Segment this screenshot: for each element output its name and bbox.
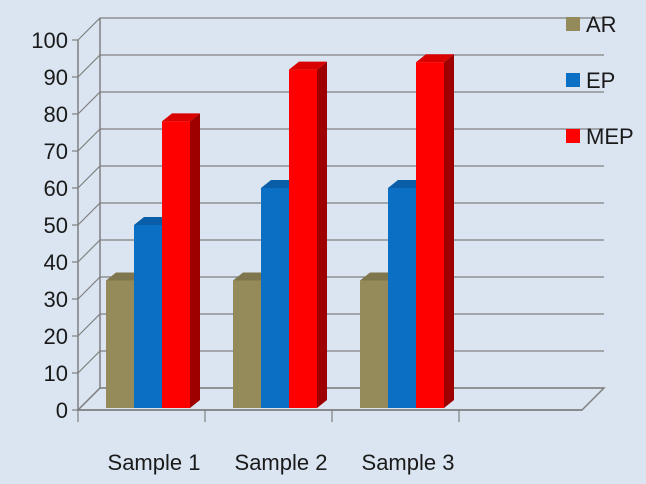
- bar-side: [444, 54, 454, 408]
- y-tick-label: 60: [44, 176, 68, 201]
- y-tick-label: 10: [44, 361, 68, 386]
- y-tick-label: 20: [44, 324, 68, 349]
- bar-front: [416, 62, 444, 408]
- bar-front: [233, 280, 261, 408]
- bar-front: [360, 280, 388, 408]
- legend: AR EP MEP: [566, 12, 634, 149]
- gridline: [77, 165, 604, 189]
- bar-front: [289, 69, 317, 408]
- legend-entry: AR: [566, 12, 617, 37]
- x-category-label: Sample 1: [108, 450, 201, 475]
- legend-label: MEP: [586, 124, 634, 149]
- legend-entry: EP: [566, 68, 615, 93]
- legend-swatch: [566, 129, 580, 143]
- bar: [162, 113, 200, 409]
- y-tick-label: 90: [44, 65, 68, 90]
- y-tick-label: 30: [44, 287, 68, 312]
- gridline: [77, 128, 604, 152]
- bar-top: [162, 113, 200, 122]
- bar-side: [190, 113, 200, 409]
- y-axis-ticks: 0 10 20 30 40 50 60 70 80 90 100: [31, 28, 68, 423]
- gridline: [77, 54, 604, 78]
- legend-entry: MEP: [566, 124, 634, 149]
- x-category-label: Sample 2: [235, 450, 328, 475]
- y-tick-label: 50: [44, 213, 68, 238]
- gridline: [77, 17, 604, 41]
- legend-label: AR: [586, 12, 617, 37]
- gridline: [77, 91, 604, 115]
- bar: [416, 54, 454, 408]
- bar-side: [317, 61, 327, 408]
- legend-label: EP: [586, 68, 615, 93]
- bar-front: [134, 225, 162, 408]
- x-category-label: Sample 3: [362, 450, 455, 475]
- bar-front: [388, 188, 416, 408]
- bar-top: [289, 61, 327, 70]
- y-tick-label: 80: [44, 102, 68, 127]
- x-axis-categories: Sample 1 Sample 2 Sample 3: [77, 409, 582, 475]
- bar-series: [106, 54, 454, 409]
- y-tick-label: 0: [56, 398, 68, 423]
- bar-front: [106, 280, 134, 408]
- legend-swatch: [566, 17, 580, 31]
- y-tick-label: 40: [44, 250, 68, 275]
- bar: [289, 61, 327, 408]
- legend-swatch: [566, 73, 580, 87]
- y-tick-label: 70: [44, 139, 68, 164]
- bar-front: [162, 121, 190, 409]
- bar-top: [416, 54, 454, 63]
- y-tick-label: 100: [31, 28, 68, 53]
- bar-front: [261, 188, 289, 408]
